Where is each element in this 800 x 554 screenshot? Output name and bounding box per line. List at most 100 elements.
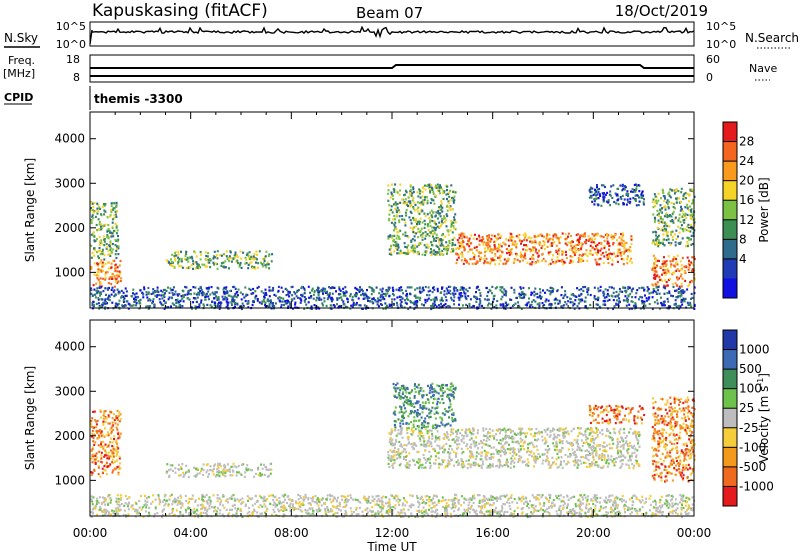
range-gate-cell (482, 427, 485, 430)
range-gate-cell (682, 215, 685, 218)
range-gate-cell (293, 291, 296, 294)
range-gate-cell (99, 269, 102, 272)
range-gate-cell (103, 410, 106, 413)
range-gate-cell (269, 299, 272, 302)
range-gate-cell (613, 233, 616, 236)
range-gate-cell (394, 226, 397, 229)
range-gate-cell (446, 204, 449, 207)
range-gate-cell (224, 465, 227, 468)
scatter-band (387, 426, 641, 470)
range-gate-cell (654, 268, 656, 271)
range-gate-cell (90, 449, 93, 452)
range-gate-cell (253, 475, 256, 478)
range-gate-cell (681, 289, 684, 292)
range-gate-cell (101, 471, 104, 474)
range-gate-cell (475, 291, 477, 294)
range-gate-cell (108, 299, 111, 302)
range-gate-cell (541, 252, 544, 256)
range-gate-cell (246, 252, 249, 255)
range-gate-cell (414, 247, 417, 250)
range-gate-cell (672, 206, 675, 209)
range-gate-cell (557, 302, 560, 305)
range-gate-cell (511, 248, 513, 251)
range-gate-cell (458, 298, 461, 302)
range-gate-cell (674, 241, 677, 244)
range-gate-cell (141, 291, 144, 294)
range-gate-cell (410, 240, 413, 244)
range-gate-cell (404, 224, 407, 227)
range-gate-cell (661, 207, 664, 210)
range-gate-cell (317, 290, 320, 293)
range-gate-cell (501, 465, 504, 468)
range-gate-cell (116, 266, 119, 269)
range-gate-cell (180, 265, 183, 268)
range-gate-cell (145, 293, 148, 296)
range-gate-cell (395, 228, 398, 231)
range-gate-cell (598, 187, 601, 191)
range-gate-cell (669, 214, 671, 217)
range-gate-cell (474, 233, 476, 236)
range-gate-cell (453, 296, 456, 299)
range-gate-cell (469, 466, 472, 469)
range-gate-cell (680, 268, 683, 271)
colorbar-tick-label: 4 (739, 252, 747, 266)
range-gate-cell (536, 252, 539, 255)
power-colorbar-label: Power [dB] (757, 177, 771, 242)
range-gate-cell (399, 229, 402, 232)
range-gate-cell (310, 295, 313, 298)
range-gate-cell (330, 298, 333, 301)
range-gate-cell (224, 295, 227, 298)
range-gate-cell (148, 297, 151, 301)
range-gate-cell (165, 306, 168, 309)
range-gate-cell (687, 303, 690, 306)
range-gate-cell (572, 304, 575, 307)
range-gate-cell (338, 286, 341, 289)
range-gate-cell (566, 237, 569, 240)
range-gate-cell (392, 203, 395, 206)
range-gate-cell (619, 460, 622, 463)
range-gate-cell (97, 434, 100, 437)
range-gate-cell (440, 239, 443, 242)
range-gate-cell (428, 186, 431, 189)
range-gate-cell (485, 443, 488, 446)
range-gate-cell (457, 459, 459, 462)
range-gate-cell (455, 247, 458, 250)
range-gate-cell (262, 265, 265, 268)
range-gate-cell (210, 305, 213, 308)
range-gate-cell (246, 293, 249, 297)
range-gate-cell (387, 235, 390, 238)
range-gate-cell (405, 208, 408, 212)
range-gate-cell (626, 297, 629, 300)
range-gate-cell (631, 452, 634, 455)
range-gate-cell (111, 421, 114, 424)
range-gate-cell (416, 287, 419, 290)
range-gate-cell (572, 294, 575, 297)
range-gate-cell (324, 287, 327, 290)
range-gate-cell (613, 427, 616, 430)
range-gate-cell (417, 253, 420, 256)
range-gate-cell (586, 441, 589, 444)
range-gate-cell (441, 463, 443, 466)
range-gate-cell (289, 302, 292, 305)
range-gate-cell (411, 244, 414, 247)
range-gate-cell (426, 225, 429, 228)
range-gate-cell (389, 449, 392, 452)
range-gate-cell (436, 430, 439, 433)
range-gate-cell (116, 274, 118, 277)
range-gate-cell (426, 223, 429, 226)
range-gate-cell (438, 192, 441, 195)
range-gate-cell (268, 286, 271, 289)
range-gate-cell (684, 265, 687, 268)
range-gate-cell (261, 473, 264, 476)
range-gate-cell (436, 287, 439, 290)
range-gate-cell (491, 251, 494, 254)
range-gate-cell (254, 267, 257, 270)
range-gate-cell (584, 461, 587, 464)
range-gate-cell (170, 262, 173, 265)
range-gate-cell (619, 196, 622, 199)
range-gate-cell (342, 287, 345, 290)
range-gate-cell (691, 202, 694, 205)
range-gate-cell (123, 294, 126, 297)
range-gate-cell (117, 246, 120, 249)
range-gate-cell (536, 259, 539, 262)
